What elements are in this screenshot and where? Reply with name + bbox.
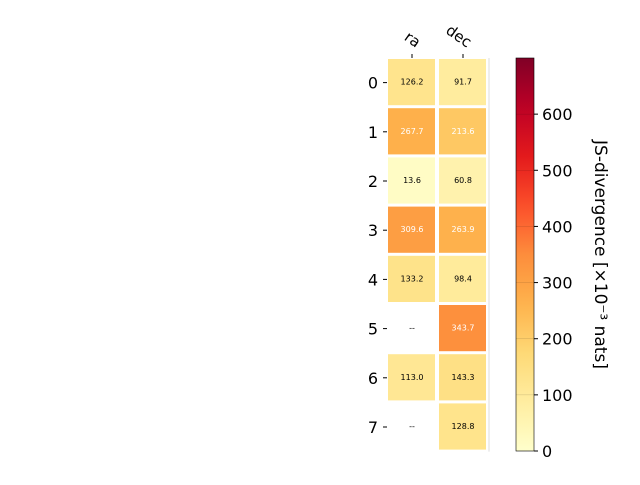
colorbar-tick-label-500: 500 [542,161,573,180]
heatmap-cell-dec-6 [439,354,486,401]
colorbar-tick-label-600: 600 [542,105,573,124]
cell-label-dec-6: 143.3 [452,373,475,382]
cell-label-ra-3: 309.6 [401,225,424,234]
cell-label-dec-0: 91.7 [454,78,472,87]
heatmap-cell-ra-5 [388,305,435,352]
colorbar-tick-label-100: 100 [542,386,573,405]
heatmap-cell-ra-2 [388,157,435,204]
cell-label-ra-2: 13.6 [403,176,421,185]
heatmap-cell-dec-3 [439,206,486,253]
row-label-4: 4 [368,270,378,289]
heatmap-cell-ra-0 [388,59,435,106]
cell-label-dec-3: 263.9 [452,225,475,234]
colorbar: 0 100 200 300 400 500 600 JS-divergence [×10⁻³ … [515,57,610,461]
heatmap-cell-dec-7 [439,403,486,450]
cell-label-dec-1: 213.6 [452,127,475,136]
row-label-5: 5 [368,320,378,339]
heatmap-cell-ra-6 [388,354,435,401]
cell-label-ra-7: -- [409,422,415,431]
colorbar-tick-label-200: 200 [542,330,573,349]
heatmap-cell-ra-7 [388,403,435,450]
row-label-6: 6 [368,369,378,388]
row-label-2: 2 [368,172,378,191]
heatmap-cell-dec-4 [439,255,486,302]
cell-label-ra-5: -- [409,324,415,333]
cell-label-ra-6: 113.0 [401,373,424,382]
heatmap-cells: 126.2 91.7 267.7 213.6 13.6 60.8 309.6 263.9 133… [388,58,490,452]
cell-label-ra-0: 126.2 [401,78,424,87]
row-labels: 0 1 2 3 4 5 6 7 [368,74,387,437]
heatmap-cell-dec-2 [439,157,486,204]
col-label-ra: ra [401,28,424,52]
cell-label-dec-2: 60.8 [454,176,472,185]
heatmap-cell-dec-0 [439,59,486,106]
heatmap-cell-ra-1 [388,108,435,155]
cell-label-dec-5: 343.7 [452,324,475,333]
column-labels: ra dec [401,21,475,58]
row-label-0: 0 [368,74,378,93]
cell-label-ra-1: 267.7 [401,127,424,136]
cell-label-dec-7: 128.8 [452,422,475,431]
col-label-dec: dec [443,21,475,51]
row-label-7: 7 [368,418,378,437]
heatmap-cell-dec-5 [439,305,486,352]
cell-label-dec-4: 98.4 [454,274,472,283]
colorbar-tick-label-0: 0 [542,442,552,461]
cell-label-ra-4: 133.2 [401,274,424,283]
row-label-1: 1 [368,123,378,142]
heatmap-cell-ra-3 [388,206,435,253]
colorbar-tick-label-300: 300 [542,274,573,293]
colorbar-tick-label-400: 400 [542,217,573,236]
colorbar-label: JS-divergence [×10⁻³ nats] [590,139,610,369]
heatmap-cell-dec-1 [439,108,486,155]
colorbar-gradient [515,57,535,452]
row-label-3: 3 [368,221,378,240]
heatmap-cell-ra-4 [388,255,435,302]
